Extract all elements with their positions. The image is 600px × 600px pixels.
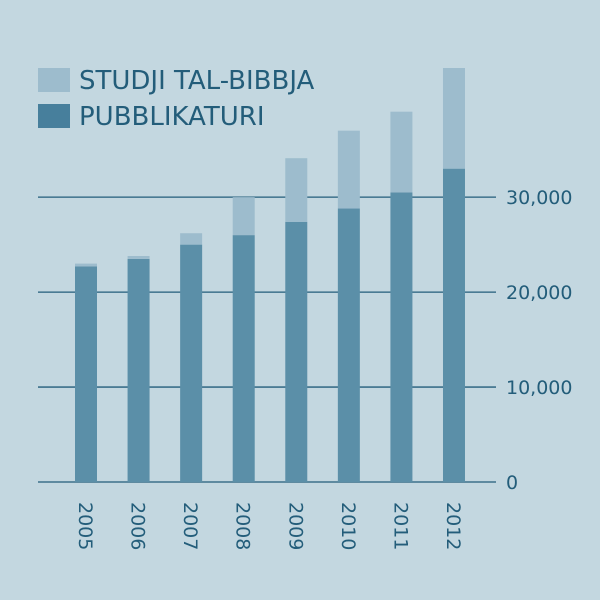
bar-studji-2011 (390, 111, 413, 193)
x-tick-label-2011: 2011 (389, 502, 411, 550)
gridlines (38, 196, 496, 483)
bar-pubblikaturi-2005 (75, 266, 97, 482)
x-tick-label-2005: 2005 (74, 502, 96, 550)
bar-pubblikaturi-2008 (232, 235, 255, 482)
bar-studji-2010 (337, 130, 360, 209)
bar-pubblikaturi-2010 (337, 208, 360, 482)
bar-studji-2007 (180, 233, 203, 245)
bar-pubblikaturi-2011 (390, 192, 413, 483)
legend-label-pubblikaturi: PUBBLIKATURI (79, 102, 265, 132)
x-tick-label-2010: 2010 (337, 502, 359, 550)
bar-pubblikaturi-2007 (180, 244, 203, 482)
bar-pubblikaturi-2006 (127, 258, 150, 482)
bar-pubblikaturi-2012 (442, 168, 465, 483)
x-tick-label-2009: 2009 (284, 502, 306, 550)
bars (75, 68, 465, 483)
legend: STUDJI TAL-BIBBJA PUBBLIKATURI (38, 66, 315, 132)
y-tick-label: 30,000 (506, 187, 572, 209)
bar-studji-2009 (285, 158, 308, 222)
x-tick-label-2012: 2012 (442, 502, 464, 550)
y-tick-label: 0 (506, 472, 518, 494)
y-tick-label: 10,000 (506, 377, 572, 399)
y-axis-ticks: 0 10,000 20,000 30,000 (506, 187, 572, 494)
x-tick-label-2008: 2008 (232, 502, 254, 550)
legend-swatch-studji (38, 68, 70, 92)
x-axis-ticks: 2005 2006 2007 2008 2009 2010 2011 2012 (74, 502, 464, 550)
legend-swatch-pubblikaturi (38, 104, 70, 128)
bar-studji-2012 (442, 68, 465, 169)
x-tick-label-2007: 2007 (179, 502, 201, 550)
bar-pubblikaturi-2009 (285, 221, 308, 482)
legend-label-studji: STUDJI TAL-BIBBJA (79, 66, 315, 96)
y-tick-label: 20,000 (506, 282, 572, 304)
x-tick-label-2006: 2006 (127, 502, 149, 550)
bar-studji-2008 (232, 197, 255, 236)
bar-studji-2006 (127, 256, 150, 259)
bar-studji-2005 (75, 263, 97, 267)
